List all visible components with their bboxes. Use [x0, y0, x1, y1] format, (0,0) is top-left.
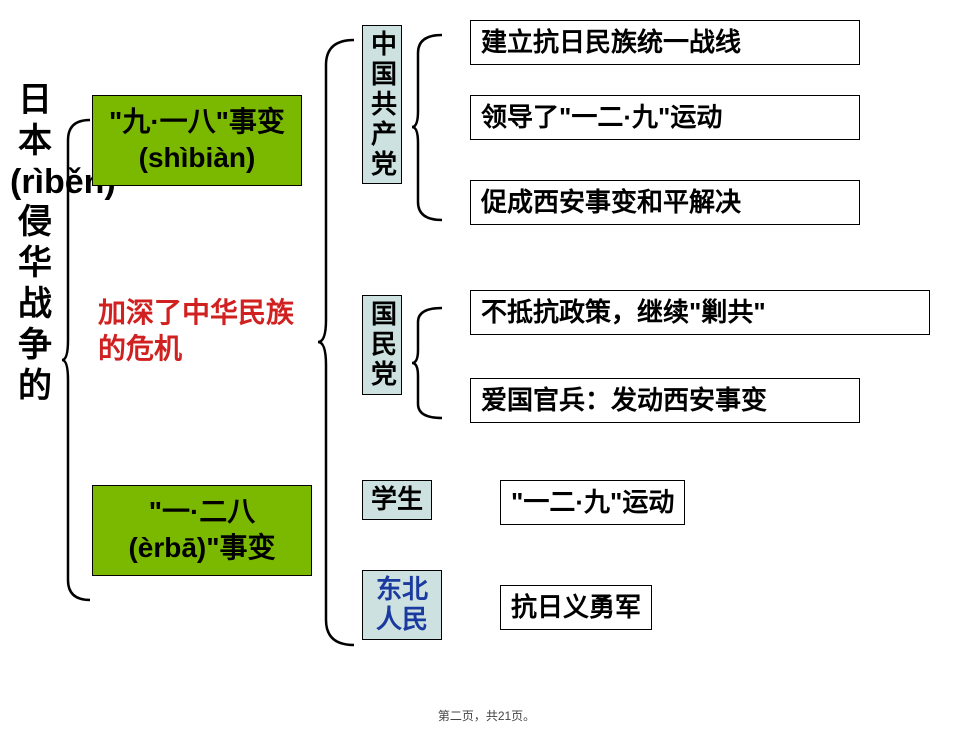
cat-student-label: 学生	[371, 484, 423, 514]
kmt-item-2: 爱国官兵：发动西安事变	[470, 378, 860, 423]
cat-student: 学生	[362, 480, 432, 520]
event-128: "一·二八(èrbā)"事变	[92, 485, 312, 576]
event-918: "九·一八"事变(shìbiàn)	[92, 95, 302, 186]
bracket-ccp	[412, 35, 442, 220]
bracket-left	[62, 120, 90, 600]
bracket-kmt	[412, 308, 442, 418]
bracket-middle	[318, 40, 354, 645]
ccp-item-3: 促成西安事变和平解决	[470, 180, 860, 225]
page-footer: 第二页，共21页。	[0, 707, 973, 724]
cat-dongbei-label: 东北人民	[376, 574, 428, 634]
ccp-item-1: 建立抗日民族统一战线	[470, 20, 860, 65]
kmt-item-1: 不抵抗政策，继续"剿共"	[470, 290, 930, 335]
crisis-text: 加深了中华民族的危机	[98, 295, 308, 368]
title-vertical: 日本(rìběn)侵华战争的	[10, 80, 60, 406]
student-item: "一二·九"运动	[500, 480, 685, 525]
ccp-item-2: 领导了"一二·九"运动	[470, 95, 860, 140]
cat-kmt-label: 国民党	[371, 299, 397, 389]
cat-dongbei: 东北人民	[362, 570, 442, 640]
dongbei-item: 抗日义勇军	[500, 585, 652, 630]
cat-ccp: 中国共产党	[362, 25, 402, 184]
cat-kmt: 国民党	[362, 295, 402, 395]
cat-ccp-label: 中国共产党	[371, 29, 397, 179]
